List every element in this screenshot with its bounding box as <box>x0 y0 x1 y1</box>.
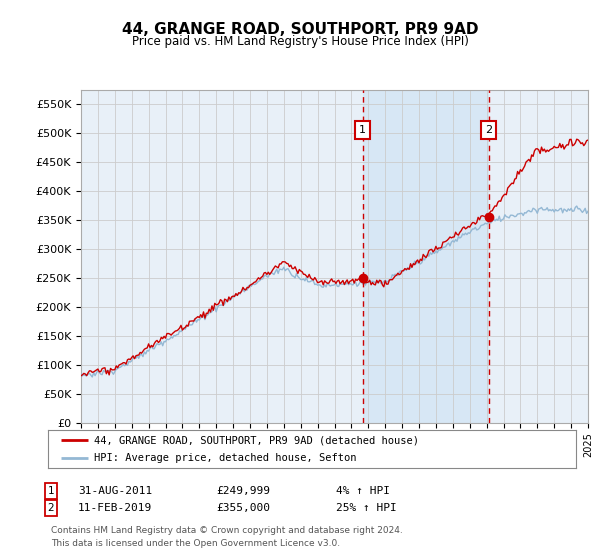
Text: £355,000: £355,000 <box>216 503 270 513</box>
Text: 25% ↑ HPI: 25% ↑ HPI <box>336 503 397 513</box>
Text: 44, GRANGE ROAD, SOUTHPORT, PR9 9AD (detached house): 44, GRANGE ROAD, SOUTHPORT, PR9 9AD (det… <box>94 435 419 445</box>
Bar <box>363 90 488 423</box>
Text: 11-FEB-2019: 11-FEB-2019 <box>78 503 152 513</box>
Text: HPI: Average price, detached house, Sefton: HPI: Average price, detached house, Seft… <box>94 453 357 463</box>
Text: Price paid vs. HM Land Registry's House Price Index (HPI): Price paid vs. HM Land Registry's House … <box>131 35 469 48</box>
Text: Contains HM Land Registry data © Crown copyright and database right 2024.
This d: Contains HM Land Registry data © Crown c… <box>51 526 403 548</box>
Text: 1: 1 <box>359 125 366 135</box>
Text: 44, GRANGE ROAD, SOUTHPORT, PR9 9AD: 44, GRANGE ROAD, SOUTHPORT, PR9 9AD <box>122 22 478 38</box>
Text: 2: 2 <box>47 503 55 513</box>
Text: 2: 2 <box>485 125 492 135</box>
Text: 1: 1 <box>47 486 55 496</box>
Text: 4% ↑ HPI: 4% ↑ HPI <box>336 486 390 496</box>
Text: £249,999: £249,999 <box>216 486 270 496</box>
Text: 31-AUG-2011: 31-AUG-2011 <box>78 486 152 496</box>
